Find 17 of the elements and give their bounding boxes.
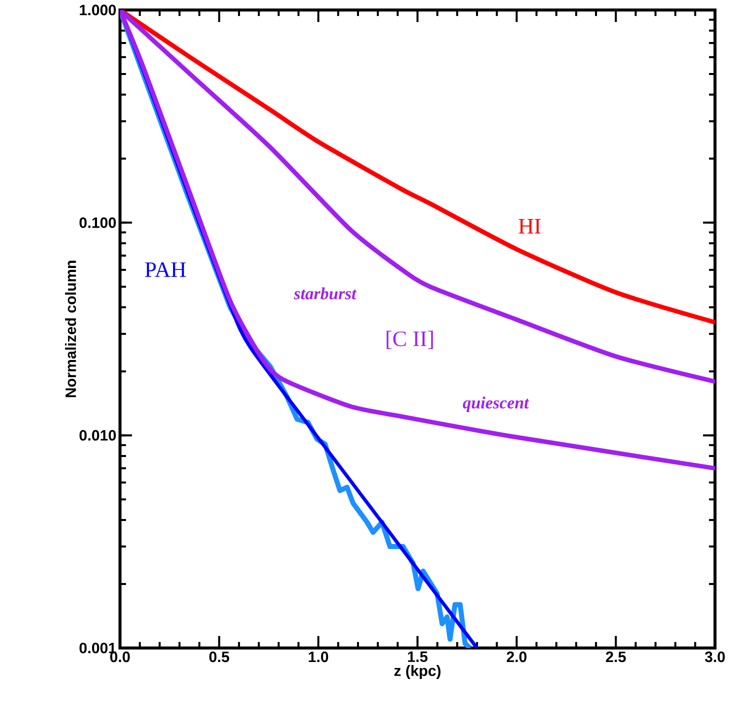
y-tick-label: 0.001 [80,642,116,654]
annotation: [C II] [386,330,433,349]
x-tick-label: 1.5 [408,652,428,662]
y-axis-title: Normalized column [65,260,76,398]
y-tick-label: 1.000 [80,4,116,16]
x-tick-label: 0.5 [209,652,230,662]
x-tick-label: 2.5 [606,652,626,662]
x-tick-label: 3.0 [704,652,725,662]
x-axis-title: z (kpc) [394,665,440,680]
series-label: PAH [145,262,186,277]
y-tick-label: 0.100 [80,217,116,228]
series-label: quiescent [462,396,530,412]
x-tick-label: 2.0 [506,652,526,662]
text: starburst [294,287,357,300]
series-label: HI [518,219,541,234]
y-tick-label: 0.010 [80,430,116,441]
x-tick-label: 1.0 [308,652,328,662]
